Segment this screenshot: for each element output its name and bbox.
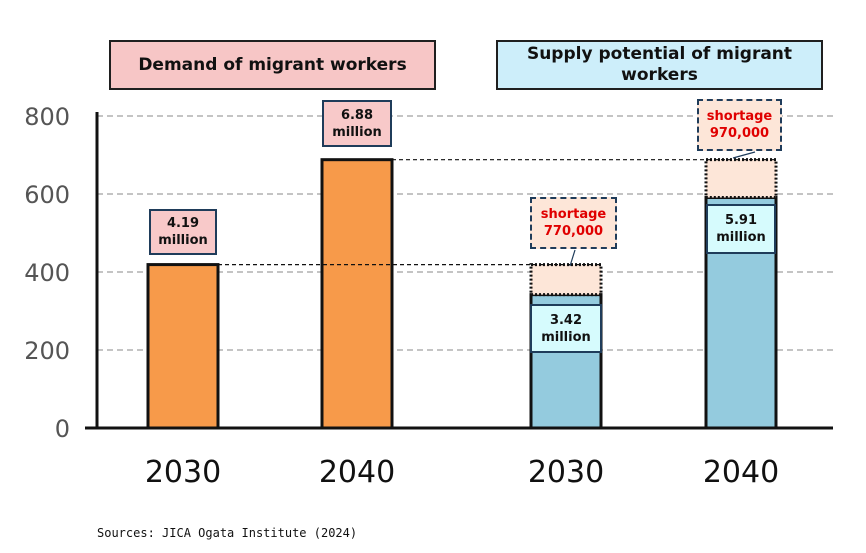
demand-header: Demand of migrant workers (109, 40, 436, 90)
x-tick-label: 2030 (528, 455, 604, 490)
supply-header: Supply potential of migrant workers (496, 40, 823, 90)
shortage-2040-label: shortage 970,000 (697, 99, 782, 151)
x-tick-label: 2040 (319, 455, 395, 490)
y-tick-label: 800 (24, 103, 70, 131)
y-tick-label: 600 (24, 181, 70, 209)
callout-connector (569, 249, 576, 267)
demand-bar (146, 263, 220, 430)
x-tick-label: 2030 (145, 455, 221, 490)
demand-2040-label: 6.88 million (322, 100, 392, 147)
y-tick-label: 0 (55, 415, 70, 443)
shortage-bar (529, 263, 603, 297)
shortage-2030-label: shortage 770,000 (530, 197, 617, 249)
demand-2030-label: 4.19 million (149, 209, 217, 255)
y-tick-label: 200 (24, 337, 70, 365)
callout-connector (732, 151, 756, 159)
source-note: Sources: JICA Ogata Institute (2024) (97, 526, 358, 540)
supply-2040-label: 5.91 million (706, 204, 776, 254)
y-tick-label: 400 (24, 259, 70, 287)
supply-2030-label: 3.42 million (530, 304, 602, 353)
shortage-bar (704, 158, 778, 200)
x-tick-label: 2040 (703, 455, 779, 490)
demand-bar (320, 158, 394, 430)
